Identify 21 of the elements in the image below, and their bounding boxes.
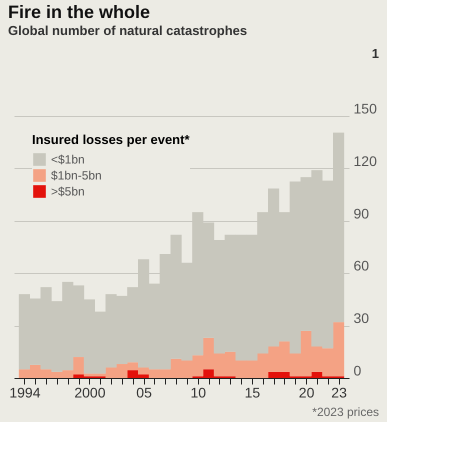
y-tick-label: 120 xyxy=(354,152,378,169)
text: 1 xyxy=(372,46,379,61)
legend-label: $1bn-5bn xyxy=(51,168,102,182)
chart-subtitle: Global number of natural catastrophes xyxy=(8,23,248,38)
y-tick-label: 30 xyxy=(354,310,370,326)
x-tick-label: 1994 xyxy=(9,384,41,400)
legend-label: <$1bn xyxy=(51,152,85,166)
y-tick-label: 150 xyxy=(354,100,378,116)
x-tick-label: 15 xyxy=(244,384,260,400)
y-tick-label: 0 xyxy=(354,362,362,378)
chart-title: Fire in the whole xyxy=(8,2,150,22)
legend-label: >$5bn xyxy=(51,184,85,198)
x-tick-label: 2000 xyxy=(74,384,106,400)
x-tick-label: 05 xyxy=(136,384,152,400)
x-tick-label: 20 xyxy=(298,384,315,400)
x-tick-label: 10 xyxy=(190,384,206,400)
legend-title: Insured losses per event* xyxy=(32,132,190,147)
y-tick-label: 90 xyxy=(354,205,370,222)
x-tick-label: 23 xyxy=(331,384,348,400)
text: *2023 prices xyxy=(312,405,379,419)
y-tick-label: 60 xyxy=(354,258,370,274)
